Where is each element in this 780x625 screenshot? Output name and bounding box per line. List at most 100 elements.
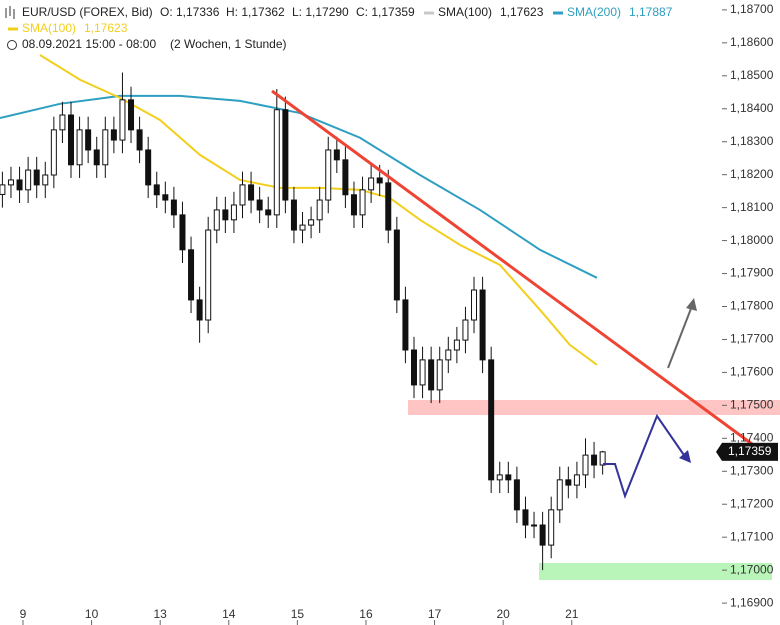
candle-body — [33, 169, 40, 186]
plot-area — [0, 54, 606, 571]
last-price-box — [722, 442, 778, 461]
candle-body — [573, 474, 580, 486]
candle-body — [565, 479, 572, 486]
x-tick-label: 21 — [565, 607, 579, 621]
candle-body — [376, 177, 383, 184]
candle-body — [522, 509, 529, 526]
candle-body — [50, 129, 57, 176]
legend-value: 1,17887 — [629, 5, 673, 19]
x-tick-label: 10 — [85, 607, 99, 621]
legend-value: 1,17623 — [84, 21, 128, 35]
y-tick-label: 1,17800 — [730, 299, 774, 313]
y-tick-label: 1,18600 — [730, 35, 774, 49]
candle-body — [188, 249, 195, 301]
candle-body — [85, 129, 92, 151]
candle-body — [402, 299, 409, 351]
candle-body — [59, 114, 66, 131]
support-zone — [539, 563, 772, 580]
y-tick-label: 1,18200 — [730, 167, 774, 181]
candle-body — [359, 189, 366, 216]
last-price-pointer — [716, 442, 722, 461]
x-tick-label: 17 — [428, 607, 442, 621]
candle-body — [531, 524, 538, 527]
candle-body — [248, 184, 255, 201]
y-tick-label: 1,17400 — [730, 430, 774, 444]
candle-body — [213, 209, 220, 231]
candle-body — [256, 199, 263, 211]
candle-body — [0, 184, 6, 195]
candle-body — [410, 349, 417, 386]
candle-body — [496, 474, 503, 481]
candle-body — [205, 229, 212, 321]
candle-body — [76, 129, 83, 166]
scenario-arrow-head — [679, 450, 691, 463]
candle-body — [102, 129, 109, 166]
y-tick-label: 1,18500 — [730, 68, 774, 82]
x-tick-label: 20 — [496, 607, 510, 621]
candle-body — [342, 159, 349, 196]
candle-body — [230, 204, 237, 221]
candle-body — [136, 129, 143, 151]
legend-label: SMA(100) — [438, 5, 492, 19]
candle-body — [316, 199, 323, 221]
legend-value: 1,17623 — [500, 5, 544, 19]
scenario-path — [603, 413, 687, 499]
y-tick-label: 1,16900 — [730, 595, 774, 609]
candle-body — [273, 109, 280, 216]
candle-body — [308, 219, 315, 226]
candle-body — [591, 454, 598, 466]
candle-body — [462, 319, 469, 341]
header: EUR/USD (FOREX, Bid) O: 1,17336 H: 1,173… — [5, 5, 544, 51]
candle-body — [548, 509, 555, 546]
up-arrow-head — [686, 298, 697, 311]
candle-body — [471, 289, 478, 321]
ohlc-high: H: 1,17362 — [226, 5, 285, 19]
candle-body — [445, 349, 452, 361]
legend-label: SMA(200) — [567, 5, 621, 19]
candle-body — [42, 174, 49, 186]
candle-body — [539, 524, 546, 546]
ohlc-close: C: 1,17359 — [356, 5, 415, 19]
y-tick-label: 1,17200 — [730, 496, 774, 510]
chart-icon — [5, 6, 15, 19]
candle-body — [325, 149, 332, 201]
candle-body — [93, 149, 100, 166]
up-arrow — [667, 305, 693, 369]
y-tick-label: 1,18700 — [730, 2, 774, 16]
y-tick-label: 1,17500 — [730, 398, 774, 412]
candle-body — [385, 182, 392, 231]
x-tick-label: 13 — [153, 607, 167, 621]
candle-body — [350, 194, 357, 216]
sma-line — [39, 54, 598, 366]
candle-body — [453, 339, 460, 351]
y-tick-label: 1,17100 — [730, 529, 774, 543]
legend-label: SMA(100) — [22, 21, 76, 35]
y-tick-label: 1,17900 — [730, 266, 774, 280]
candle-body — [582, 454, 589, 476]
last-price-label: 1,17359 — [728, 444, 772, 458]
candle-body — [153, 184, 160, 196]
candle-body — [282, 109, 289, 201]
candle-body — [333, 149, 340, 161]
interval: (2 Wochen, 1 Stunde) — [170, 37, 287, 51]
candle-body — [299, 224, 306, 231]
candle-body — [505, 474, 512, 481]
y-tick-label: 1,17700 — [730, 332, 774, 346]
y-tick-label: 1,18100 — [730, 200, 774, 214]
candle-body — [428, 359, 435, 391]
resistance-zone — [408, 400, 780, 415]
candle-body — [290, 199, 297, 231]
candle-body — [67, 114, 74, 166]
candle-body — [110, 129, 117, 141]
symbol: EUR/USD (FOREX, Bid) — [22, 5, 153, 19]
candle-body — [419, 359, 426, 386]
trend-line — [271, 89, 753, 446]
x-tick-label: 16 — [359, 607, 373, 621]
period: 08.09.2021 15:00 - 08:00 — [22, 37, 156, 51]
y-tick-label: 1,17300 — [730, 463, 774, 477]
candle-body — [556, 479, 563, 511]
candle-body — [436, 359, 443, 391]
candle-body — [488, 359, 495, 481]
candle-body — [16, 179, 23, 191]
candle-body — [599, 451, 606, 466]
